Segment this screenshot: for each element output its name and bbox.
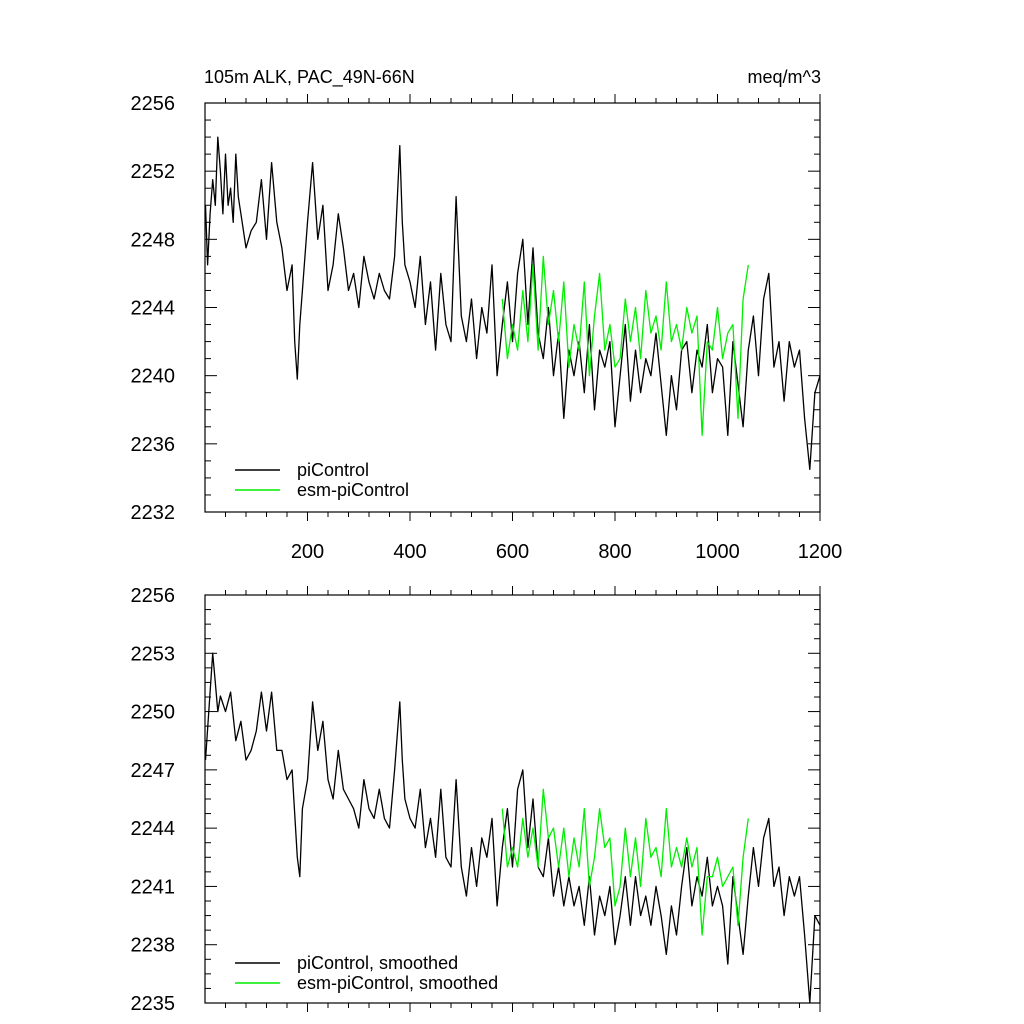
top-tick-labels: 200 400 600 800 1000 1200 2232 2236 2240 2244 2248… [131,93,843,563]
top-axis-ticks [205,94,821,521]
y-tick-label: 2241 [131,876,176,898]
y-tick-label: 2236 [131,434,176,456]
y-tick-label: 2238 [131,935,176,957]
series-line-esm-picontrol [501,255,749,436]
series-line-picontrol [204,652,821,1004]
bottom-tick-labels: 2235 2238 2241 2244 2247 2250 2253 2256 [131,585,176,1015]
x-tick-label: 800 [598,541,631,563]
top-plot-frame [204,102,821,513]
x-tick-label: 600 [496,541,529,563]
legend-label: piControl, smoothed [297,953,458,973]
y-tick-label: 2256 [131,585,176,607]
x-tick-label: 1200 [798,541,843,563]
chart-title-right-units: meq/m^3 [748,67,821,87]
legend-label: piControl [297,460,369,480]
bottom-plot-frame [204,594,821,1004]
chart-title-left: 105m ALK, PAC_49N-66N [204,67,415,88]
y-tick-label: 2252 [131,161,176,183]
y-tick-label: 2244 [131,298,176,320]
top-chart-panel: 105m ALK, PAC_49N-66N meq/m^3 200 400 600 8… [131,67,843,563]
legend-label: esm-piControl [297,480,409,500]
x-tick-label: 1000 [695,541,740,563]
bottom-plot-lines [204,652,821,1004]
series-line-picontrol [204,136,821,471]
y-tick-label: 2253 [131,643,176,665]
y-tick-label: 2256 [131,93,176,115]
bottom-chart-panel: 2235 2238 2241 2244 2247 2250 2253 2256 piContr… [131,585,821,1015]
y-tick-label: 2235 [131,993,176,1015]
bottom-axis-ticks [205,586,821,1012]
y-tick-label: 2250 [131,702,176,724]
y-tick-label: 2247 [131,760,176,782]
y-tick-label: 2232 [131,502,176,524]
top-plot-lines [204,136,821,471]
legend-label: esm-piControl, smoothed [297,973,498,993]
series-line-esm-picontrol [501,788,749,936]
x-tick-label: 400 [393,541,426,563]
x-tick-label: 200 [291,541,324,563]
y-tick-label: 2244 [131,818,176,840]
y-tick-label: 2240 [131,366,176,388]
y-tick-label: 2248 [131,229,176,251]
